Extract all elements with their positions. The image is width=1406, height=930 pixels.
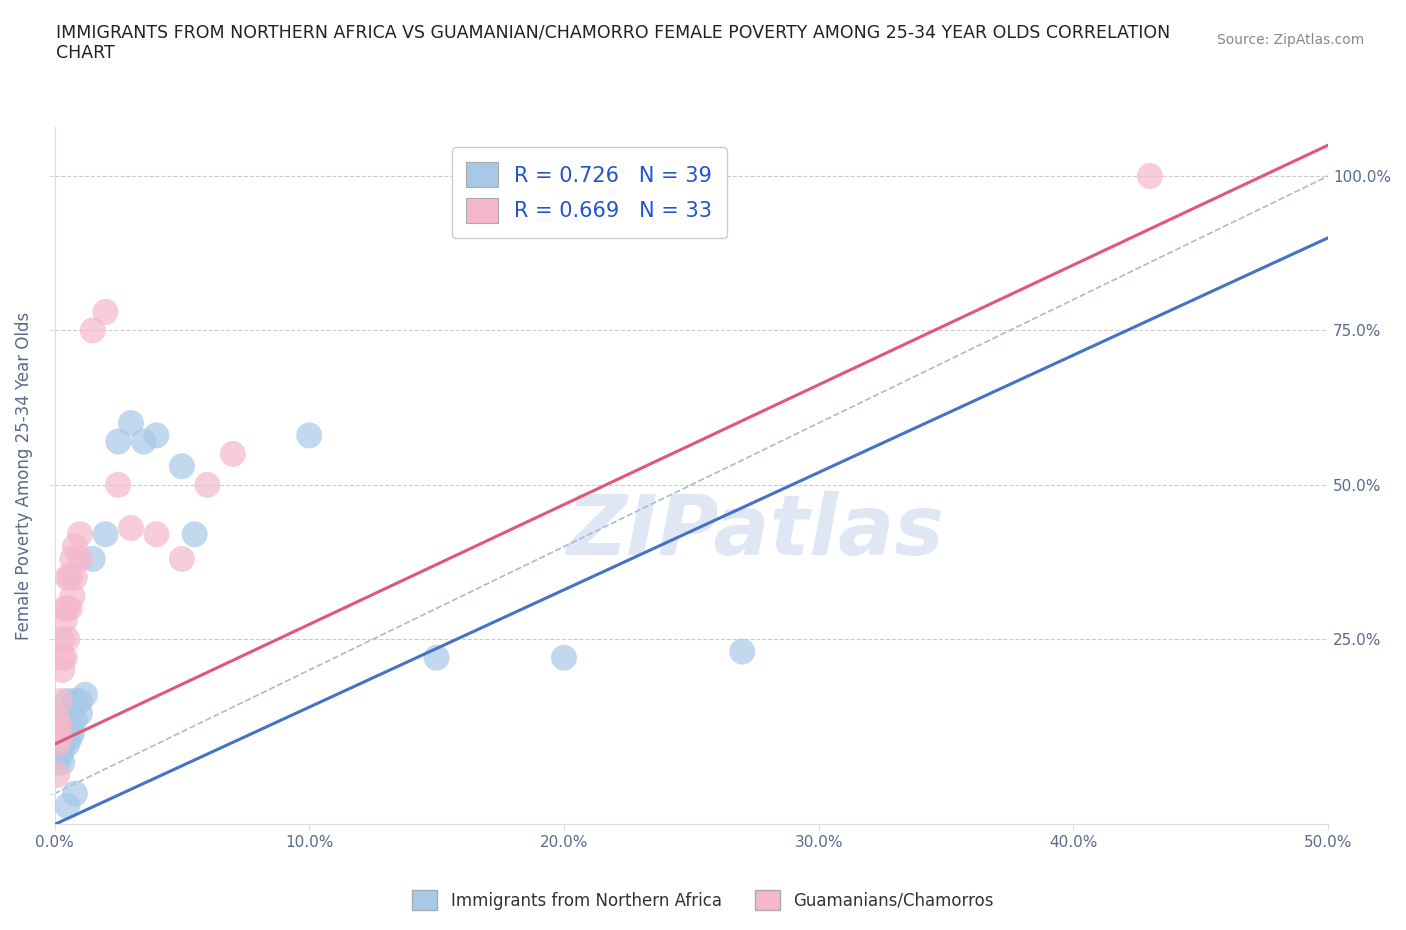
Legend: Immigrants from Northern Africa, Guamanians/Chamorros: Immigrants from Northern Africa, Guamani… xyxy=(405,884,1001,917)
Point xyxy=(46,737,69,751)
Point xyxy=(59,718,82,733)
Point xyxy=(69,706,91,721)
Point xyxy=(51,737,73,751)
Point xyxy=(63,712,86,727)
Point xyxy=(46,712,69,727)
Point xyxy=(120,416,142,431)
Point xyxy=(56,737,79,751)
Legend: R = 0.726   N = 39, R = 0.669   N = 33: R = 0.726 N = 39, R = 0.669 N = 33 xyxy=(451,148,727,238)
Point xyxy=(63,694,86,709)
Point xyxy=(46,724,69,739)
Point xyxy=(69,694,91,709)
Point xyxy=(53,601,76,616)
Point xyxy=(553,650,575,665)
Point xyxy=(69,526,91,541)
Point xyxy=(60,724,83,739)
Point xyxy=(48,749,70,764)
Point xyxy=(56,799,79,814)
Point xyxy=(63,539,86,554)
Point xyxy=(107,477,129,492)
Point xyxy=(56,724,79,739)
Text: Source: ZipAtlas.com: Source: ZipAtlas.com xyxy=(1216,33,1364,46)
Point xyxy=(48,718,70,733)
Point xyxy=(170,551,193,566)
Point xyxy=(82,551,104,566)
Point xyxy=(107,434,129,449)
Point xyxy=(56,601,79,616)
Point xyxy=(48,694,70,709)
Point xyxy=(53,712,76,727)
Point xyxy=(56,694,79,709)
Point xyxy=(145,526,167,541)
Point xyxy=(94,526,117,541)
Point xyxy=(51,631,73,646)
Point xyxy=(132,434,155,449)
Point xyxy=(48,731,70,746)
Point xyxy=(48,718,70,733)
Y-axis label: Female Poverty Among 25-34 Year Olds: Female Poverty Among 25-34 Year Olds xyxy=(15,312,32,640)
Point xyxy=(53,731,76,746)
Point xyxy=(53,613,76,628)
Point xyxy=(46,755,69,770)
Point xyxy=(183,526,205,541)
Point xyxy=(46,712,69,727)
Point xyxy=(120,521,142,536)
Point xyxy=(51,650,73,665)
Point xyxy=(298,428,321,443)
Point xyxy=(53,724,76,739)
Point xyxy=(145,428,167,443)
Point xyxy=(48,731,70,746)
Point xyxy=(51,663,73,678)
Point xyxy=(222,446,245,461)
Point xyxy=(59,731,82,746)
Point xyxy=(63,786,86,801)
Point xyxy=(46,737,69,751)
Point xyxy=(60,589,83,604)
Point xyxy=(82,323,104,338)
Point xyxy=(51,755,73,770)
Point xyxy=(53,650,76,665)
Point xyxy=(63,570,86,585)
Point xyxy=(426,650,449,665)
Text: ZIPatlas: ZIPatlas xyxy=(567,491,943,572)
Point xyxy=(94,304,117,319)
Point xyxy=(75,687,97,702)
Point xyxy=(60,706,83,721)
Point xyxy=(51,743,73,758)
Point xyxy=(60,551,83,566)
Point xyxy=(170,458,193,473)
Point xyxy=(46,767,69,782)
Point xyxy=(59,601,82,616)
Point xyxy=(56,631,79,646)
Point xyxy=(46,724,69,739)
Point xyxy=(731,644,754,659)
Point xyxy=(69,551,91,566)
Point xyxy=(1139,168,1161,183)
Text: IMMIGRANTS FROM NORTHERN AFRICA VS GUAMANIAN/CHAMORRO FEMALE POVERTY AMONG 25-34: IMMIGRANTS FROM NORTHERN AFRICA VS GUAMA… xyxy=(56,23,1170,62)
Point xyxy=(195,477,218,492)
Point xyxy=(59,570,82,585)
Point xyxy=(56,570,79,585)
